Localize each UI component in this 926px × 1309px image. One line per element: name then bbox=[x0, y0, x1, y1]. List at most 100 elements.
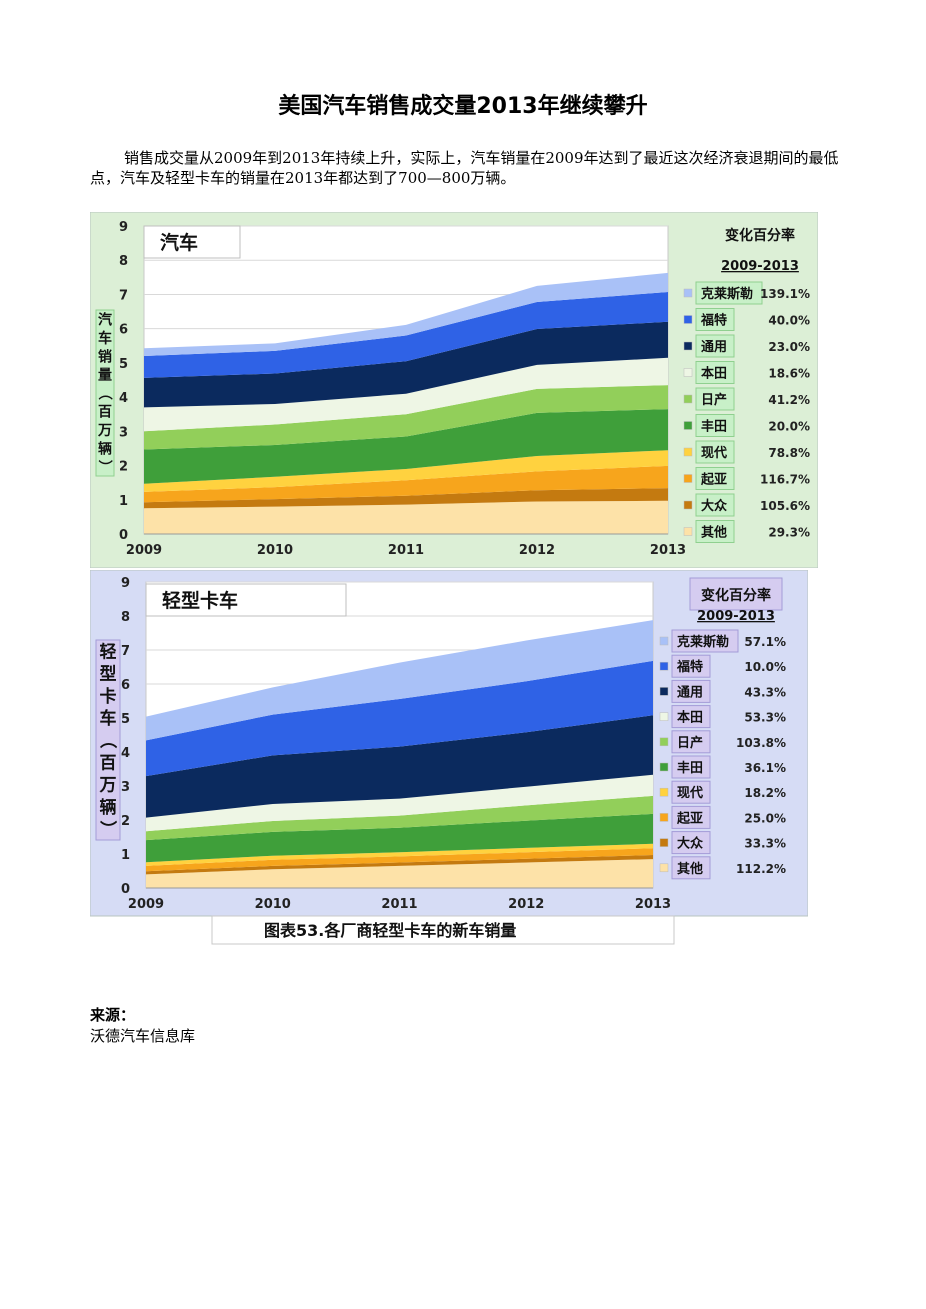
area-series bbox=[144, 357, 668, 432]
area-series bbox=[144, 500, 668, 534]
y-tick-label: 2 bbox=[119, 460, 128, 475]
area-series bbox=[146, 859, 653, 888]
y-axis-label-char: 百 bbox=[100, 753, 117, 773]
legend-change-value: 43.3% bbox=[744, 685, 786, 699]
y-axis-label-char: 型 bbox=[100, 664, 117, 685]
area-series bbox=[144, 409, 668, 484]
y-tick-label: 9 bbox=[121, 576, 130, 591]
legend-swatch bbox=[683, 527, 693, 536]
chart-title: 轻型卡车 bbox=[162, 589, 238, 612]
legend-change-value: 53.3% bbox=[744, 711, 786, 725]
area-series bbox=[144, 488, 668, 509]
legend-change-value: 18.2% bbox=[744, 786, 786, 800]
legend-label-box bbox=[695, 334, 735, 358]
area-series bbox=[146, 774, 653, 832]
y-tick-label: 2 bbox=[121, 814, 130, 829]
y-axis-label-char: ） bbox=[97, 820, 118, 837]
legend-label-box bbox=[695, 281, 763, 305]
legend-label: 现代 bbox=[701, 445, 727, 461]
x-tick-label: 2013 bbox=[650, 543, 686, 558]
legend-label-box bbox=[695, 467, 735, 490]
y-axis-label-char: 量 bbox=[98, 368, 112, 384]
y-axis-label-char: （ bbox=[96, 386, 112, 400]
legend-label: 日产 bbox=[701, 392, 727, 408]
legend-change-value: 20.0% bbox=[768, 420, 810, 434]
legend-label-box bbox=[671, 805, 711, 829]
y-tick-label: 9 bbox=[119, 220, 128, 235]
y-tick-label: 7 bbox=[121, 644, 130, 659]
area-series bbox=[146, 813, 653, 863]
area-series bbox=[146, 715, 653, 818]
y-tick-label: 7 bbox=[119, 288, 128, 303]
legend-label: 起亚 bbox=[700, 472, 727, 488]
legend-label-box bbox=[671, 705, 711, 729]
legend-label: 通用 bbox=[701, 339, 727, 355]
y-tick-label: 0 bbox=[119, 528, 128, 543]
legend-label: 其他 bbox=[701, 525, 727, 541]
legend-label-box bbox=[671, 730, 711, 754]
legend-label: 克莱斯勒 bbox=[701, 286, 753, 302]
legend-swatch bbox=[683, 421, 693, 430]
y-axis-label-box bbox=[95, 639, 121, 841]
legend-label-box bbox=[695, 440, 735, 464]
source-label: 来源： bbox=[90, 1006, 136, 1024]
x-tick-label: 2011 bbox=[381, 897, 417, 912]
legend-change-value: 78.8% bbox=[768, 446, 810, 460]
legend-label-box bbox=[671, 755, 711, 779]
legend-change-value: 103.8% bbox=[736, 736, 786, 750]
car-sales-chart: 0 1 2 3 4 5 6 7 8 9 2009 2010 2011 2012 2013 汽车汽车销量（百万辆… bbox=[90, 212, 818, 568]
legend-label: 福特 bbox=[676, 659, 703, 675]
x-tick-label: 2009 bbox=[126, 543, 162, 558]
x-tick-label: 2013 bbox=[635, 897, 671, 912]
legend-label: 丰田 bbox=[701, 419, 727, 435]
legend-swatch bbox=[659, 687, 669, 696]
legend-label: 大众 bbox=[677, 836, 703, 852]
legend-swatch bbox=[659, 737, 669, 747]
legend-swatch bbox=[659, 787, 669, 797]
y-axis-label-char: ） bbox=[96, 460, 112, 474]
y-tick-label: 5 bbox=[121, 712, 130, 727]
legend-swatch bbox=[683, 394, 693, 404]
legend-swatch bbox=[659, 636, 669, 646]
legend-swatch bbox=[659, 661, 669, 671]
legend-change-value: 112.2% bbox=[736, 862, 786, 876]
legend-swatch bbox=[659, 762, 669, 772]
area-series bbox=[146, 795, 653, 841]
y-tick-label: 3 bbox=[121, 780, 130, 795]
legend-label-box bbox=[695, 387, 735, 411]
chart-title: 汽车 bbox=[160, 231, 198, 254]
legend-swatch bbox=[659, 712, 669, 721]
legend-title-box bbox=[689, 577, 783, 611]
legend-label-box bbox=[671, 629, 739, 653]
legend-change-value: 40.0% bbox=[768, 314, 810, 328]
y-tick-label: 0 bbox=[121, 882, 130, 897]
source-value: 沃德汽车信息库 bbox=[90, 1027, 196, 1045]
legend-subtitle: 2009-2013 bbox=[697, 609, 775, 624]
legend-label-box bbox=[695, 493, 735, 517]
legend-swatch bbox=[683, 341, 693, 351]
chart-title-box bbox=[145, 583, 347, 617]
legend-label-box bbox=[695, 308, 735, 331]
x-tick-label: 2010 bbox=[255, 897, 291, 912]
legend-change-value: 23.0% bbox=[768, 340, 810, 354]
legend-change-value: 10.0% bbox=[744, 660, 786, 674]
x-tick-label: 2009 bbox=[128, 897, 164, 912]
legend-change-value: 57.1% bbox=[744, 635, 786, 649]
x-tick-label: 2010 bbox=[257, 543, 293, 558]
legend-change-value: 41.2% bbox=[768, 393, 810, 407]
chart-caption: 图表53.各厂商轻型卡车的新车销量 bbox=[264, 921, 516, 940]
intro-paragraph: 销售成交量从2009年到2013年持续上升，实际上，汽车销量在2009年达到了最… bbox=[90, 149, 839, 187]
x-tick-label: 2012 bbox=[508, 897, 544, 912]
legend-label-box bbox=[671, 780, 711, 804]
legend-swatch bbox=[683, 315, 693, 324]
y-axis-label-char: 车 bbox=[100, 708, 117, 729]
area-series bbox=[144, 321, 668, 408]
legend-label-box bbox=[695, 361, 735, 384]
legend-label-box bbox=[671, 856, 711, 880]
legend-change-value: 116.7% bbox=[760, 473, 810, 487]
area-series bbox=[144, 385, 668, 450]
y-axis-label-char: 百 bbox=[98, 405, 112, 421]
legend-label: 其他 bbox=[677, 861, 703, 877]
area-series bbox=[146, 855, 653, 875]
legend-label: 现代 bbox=[677, 785, 703, 801]
